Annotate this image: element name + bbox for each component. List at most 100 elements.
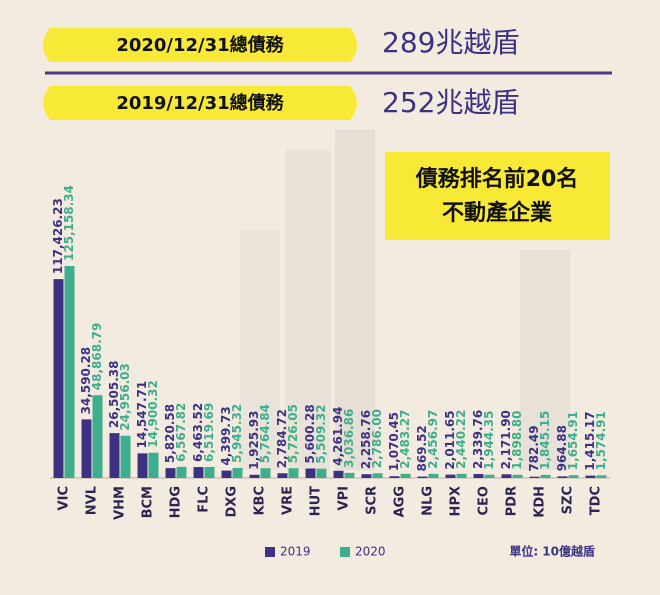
bar xyxy=(316,468,327,478)
value-label: 14,900.32 xyxy=(146,380,160,448)
legend-label: 2020 xyxy=(355,545,386,559)
bar xyxy=(249,474,260,478)
bar xyxy=(501,474,512,478)
x-tick-label: HDG xyxy=(169,486,184,518)
value-label: 1,944.35 xyxy=(482,410,496,469)
x-tick-label: AGG xyxy=(393,486,408,517)
value-label: 5,945.32 xyxy=(230,404,244,463)
value-label: 4,261.94 xyxy=(331,407,345,466)
x-tick-label: SCR xyxy=(365,486,380,515)
building-decoration xyxy=(240,130,570,470)
x-tick-label: TDC xyxy=(589,486,604,515)
value-label: 869.52 xyxy=(415,425,429,471)
x-tick-label: VIC xyxy=(57,486,72,510)
x-tick-label: NLG xyxy=(421,486,436,516)
bar xyxy=(540,474,551,478)
bar xyxy=(81,419,92,478)
bar xyxy=(389,476,400,478)
x-tick-label: VPI xyxy=(337,486,352,510)
value-label: 14,547.71 xyxy=(135,381,149,449)
value-label: 2,339.76 xyxy=(471,410,485,469)
value-label: 125,158.34 xyxy=(62,185,76,261)
bar xyxy=(484,474,495,478)
bar xyxy=(445,474,456,478)
bar xyxy=(305,468,316,478)
value-label: 1,070.45 xyxy=(387,412,401,471)
value-label: 2,784.72 xyxy=(275,409,289,468)
bar xyxy=(53,279,64,478)
x-tick-label: FLC xyxy=(197,486,212,513)
value-label: 2,258.76 xyxy=(359,410,373,469)
header-pill xyxy=(43,28,357,62)
value-label: 2,786.00 xyxy=(370,409,384,468)
x-tick-label: HPX xyxy=(449,486,464,516)
value-label: 24,956.03 xyxy=(118,363,132,431)
x-tick-label: HUT xyxy=(309,486,324,516)
value-label: 6,567.82 xyxy=(174,403,188,462)
bar xyxy=(221,470,232,478)
bar xyxy=(372,473,383,478)
bar xyxy=(277,473,288,478)
bar xyxy=(137,453,148,478)
bar xyxy=(64,266,75,478)
value-label: 1,654.91 xyxy=(566,411,580,470)
value-label: 3,036.86 xyxy=(342,409,356,468)
value-label: 5,600.28 xyxy=(303,404,317,463)
bar xyxy=(596,475,607,478)
unit-note: 單位: 10億越盾 xyxy=(509,544,595,559)
value-label: 1,898.80 xyxy=(510,411,524,470)
chart-subtitle: 不動產企業 xyxy=(442,200,553,226)
value-label: 5,509.32 xyxy=(314,404,328,463)
bar xyxy=(361,474,372,478)
bar xyxy=(92,395,103,478)
value-label: 4,399.73 xyxy=(219,406,233,465)
bar xyxy=(512,474,523,478)
value-label: 1,845.15 xyxy=(538,411,552,470)
x-tick-label: CEO xyxy=(477,486,492,515)
value-label: 2,440.22 xyxy=(454,410,468,469)
x-tick-label: VRE xyxy=(281,486,296,515)
value-label: 1,925.93 xyxy=(247,411,261,470)
bar xyxy=(344,472,355,478)
value-label: 5,820.58 xyxy=(163,404,177,463)
header-value: 252兆越盾 xyxy=(382,86,519,119)
x-tick-label: VHM xyxy=(113,486,128,520)
value-label: 6,463.52 xyxy=(191,403,205,462)
bar xyxy=(529,476,540,478)
x-tick-label: DXG xyxy=(225,486,240,517)
legend-swatch xyxy=(265,547,275,557)
bar xyxy=(473,474,484,478)
bar xyxy=(260,468,271,478)
value-label: 5,764.84 xyxy=(258,404,272,463)
value-label: 2,456.97 xyxy=(426,410,440,469)
bar xyxy=(585,475,596,478)
bar xyxy=(176,466,187,478)
x-tick-label: SZC xyxy=(561,486,576,514)
header-pill xyxy=(43,86,357,120)
bar xyxy=(148,452,159,478)
value-label: 48,868.79 xyxy=(90,323,104,391)
x-tick-label: PDR xyxy=(505,486,520,516)
value-label: 6,519.69 xyxy=(202,403,216,462)
header-value: 289兆越盾 xyxy=(382,26,519,59)
header-label: 2019/12/31總債務 xyxy=(116,92,284,114)
value-label: 782.49 xyxy=(527,425,541,471)
bar xyxy=(456,473,467,478)
value-label: 5,726.05 xyxy=(286,404,300,463)
legend-label: 2019 xyxy=(280,545,311,559)
title-box xyxy=(385,152,610,240)
bar xyxy=(120,435,131,478)
bar xyxy=(193,467,204,478)
bar xyxy=(204,466,215,478)
value-label: 34,590.28 xyxy=(79,347,93,415)
value-label: 2,011.65 xyxy=(443,410,457,469)
header-label: 2020/12/31總債務 xyxy=(116,34,284,56)
value-label: 1,574.91 xyxy=(594,411,608,470)
value-label: 2,171.90 xyxy=(499,410,513,469)
bar xyxy=(165,468,176,478)
bar xyxy=(333,470,344,478)
bar xyxy=(417,476,428,478)
bar xyxy=(232,467,243,478)
